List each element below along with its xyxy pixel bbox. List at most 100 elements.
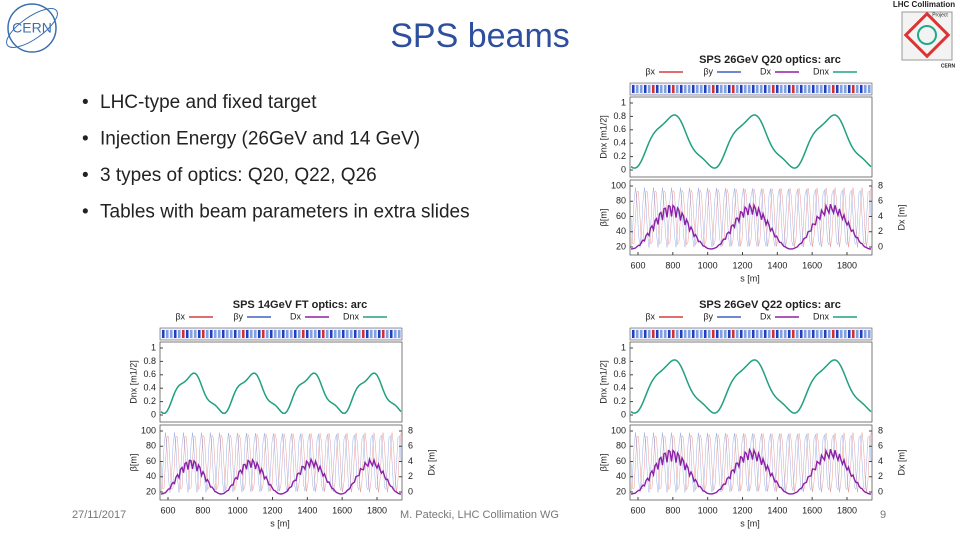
lattice-element (170, 330, 173, 338)
lattice-element (848, 85, 851, 93)
lattice-element (740, 330, 743, 338)
lattice-element (218, 330, 221, 338)
y2-tick-label: 8 (878, 425, 883, 435)
y-tick-label: 60 (616, 211, 626, 221)
x-axis-label: s [m] (270, 518, 290, 528)
lattice-element (720, 330, 723, 338)
y-tick-label: 20 (146, 486, 156, 496)
lattice-element (382, 330, 385, 338)
lattice-element (796, 330, 799, 338)
y-tick-label: 0.8 (613, 356, 626, 366)
y-tick-label: 60 (616, 456, 626, 466)
lattice-element (640, 85, 643, 93)
lattice-element (752, 85, 755, 93)
lattice-element (246, 330, 249, 338)
lattice-element (808, 330, 811, 338)
lattice-element (298, 330, 301, 338)
lattice-element (784, 85, 787, 93)
legend-label: Dx (760, 311, 771, 321)
x-tick-label: 1000 (698, 505, 718, 515)
y2-axis-label: Dx [m] (896, 205, 906, 231)
panel-frame (159, 424, 403, 501)
lattice-element (764, 330, 767, 338)
lattice-element (182, 330, 185, 338)
y-tick-label: 40 (616, 471, 626, 481)
lattice-element (868, 330, 871, 338)
lattice-element (792, 85, 795, 93)
x-tick-label: 1800 (837, 505, 857, 515)
y-tick-label: 0.6 (143, 369, 156, 379)
lattice-element (350, 330, 353, 338)
lattice-element (820, 330, 823, 338)
legend-label: Dnx (813, 311, 830, 321)
legend-label: βx (645, 66, 655, 76)
lattice-element (712, 85, 715, 93)
y2-tick-label: 0 (878, 241, 883, 251)
lattice-element (648, 330, 651, 338)
y-tick-label: 0 (621, 409, 626, 419)
x-tick-label: 600 (160, 505, 175, 515)
lattice-element (820, 85, 823, 93)
lattice-element (294, 330, 297, 338)
lattice-element (828, 85, 831, 93)
beta-curve (630, 432, 872, 493)
y2-axis-label: Dx [m] (426, 450, 436, 476)
x-tick-label: 1200 (262, 505, 282, 515)
lattice-element (844, 330, 847, 338)
y-tick-label: 80 (616, 441, 626, 451)
lattice-element (700, 330, 703, 338)
y2-tick-label: 2 (408, 471, 413, 481)
lattice-element (660, 85, 663, 93)
lattice-element (162, 330, 165, 338)
lattice-element (664, 85, 667, 93)
logo-text: Project (932, 12, 948, 18)
lattice-element (740, 85, 743, 93)
bullet-text: Injection Energy (26GeV and 14 GeV) (100, 129, 420, 150)
lattice-element (656, 85, 659, 93)
y2-tick-label: 6 (878, 196, 883, 206)
lattice-element (860, 330, 863, 338)
lattice-element (700, 85, 703, 93)
x-tick-label: 1600 (332, 505, 352, 515)
lattice-element (716, 85, 719, 93)
lattice-element (370, 330, 373, 338)
lattice-element (852, 330, 855, 338)
y-axis-label: Dnx [m1/2] (128, 360, 138, 404)
y-tick-label: 0 (621, 164, 626, 174)
legend-label: Dnx (813, 66, 830, 76)
lattice-element (166, 330, 169, 338)
legend-label: βx (175, 311, 185, 321)
lattice-element (190, 330, 193, 338)
lattice-element (828, 330, 831, 338)
dnx-curve (160, 372, 402, 414)
lattice-element (254, 330, 257, 338)
lattice-element (660, 330, 663, 338)
x-tick-label: 1800 (837, 260, 857, 270)
lattice-element (362, 330, 365, 338)
panel-frame (629, 179, 873, 256)
x-axis-label: s [m] (740, 273, 760, 283)
lattice-element (788, 330, 791, 338)
y2-tick-label: 4 (408, 456, 413, 466)
lattice-element (764, 85, 767, 93)
dx-curve (630, 202, 872, 250)
y-tick-label: 100 (611, 425, 626, 435)
y-tick-label: 1 (151, 342, 156, 352)
lattice-element (780, 85, 783, 93)
lattice-element (250, 330, 253, 338)
lattice-element (732, 330, 735, 338)
lattice-element (330, 330, 333, 338)
dx-curve (160, 456, 402, 495)
lattice-element (652, 85, 655, 93)
lattice-element (398, 330, 401, 338)
x-tick-label: 1200 (732, 260, 752, 270)
lattice-element (864, 85, 867, 93)
y-tick-label: 20 (616, 486, 626, 496)
lattice-element (868, 85, 871, 93)
lattice-element (852, 85, 855, 93)
lattice-element (724, 330, 727, 338)
x-tick-label: 600 (630, 260, 645, 270)
lattice-element (748, 85, 751, 93)
y-axis-label: β[m] (128, 454, 138, 472)
dnx-curve (630, 359, 872, 414)
